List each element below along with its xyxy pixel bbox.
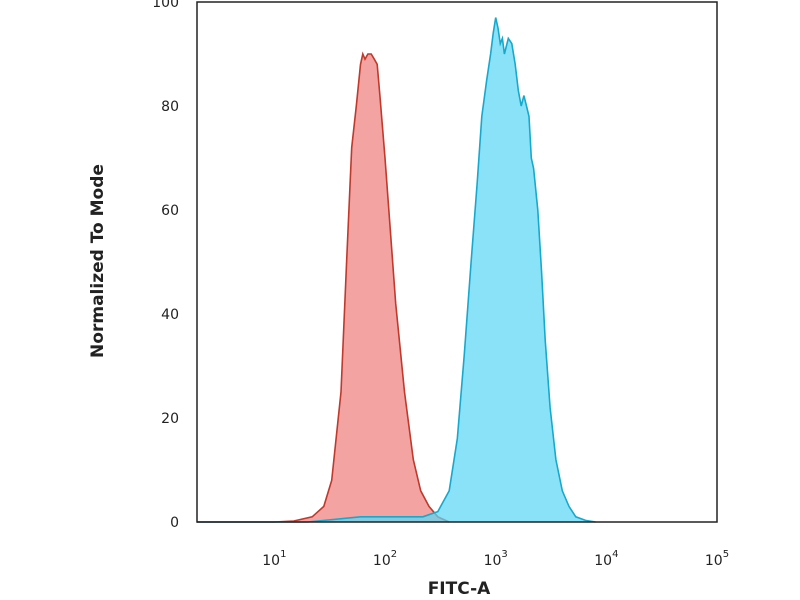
histogram-area-2	[197, 17, 596, 522]
plot-frame	[196, 1, 718, 523]
histogram-outline-1	[197, 51, 450, 523]
series-layer	[197, 17, 596, 523]
x-tick-label: 102	[373, 549, 397, 569]
x-tick-label: 104	[594, 549, 618, 569]
x-tick-label: 105	[705, 549, 729, 569]
histogram-area-1	[197, 54, 450, 522]
y-tick-label: 0	[170, 515, 179, 531]
x-tick-label: 101	[262, 549, 286, 569]
y-tick-label: 60	[161, 203, 179, 219]
y-tick-label: 80	[161, 99, 179, 115]
y-tick-label: 100	[152, 0, 179, 11]
y-axis-title: Normalized To Mode	[88, 164, 108, 358]
y-tick-label: 40	[161, 307, 179, 323]
histogram-outline-2	[197, 17, 596, 523]
y-tick-label: 20	[161, 411, 179, 427]
x-axis-title: FITC-A	[428, 579, 491, 599]
x-axis-ticks: 101 102 103 104 105	[262, 549, 729, 569]
x-tick-label: 103	[484, 549, 508, 569]
y-axis-ticks: 0 20 40 60 80 100	[152, 0, 179, 531]
